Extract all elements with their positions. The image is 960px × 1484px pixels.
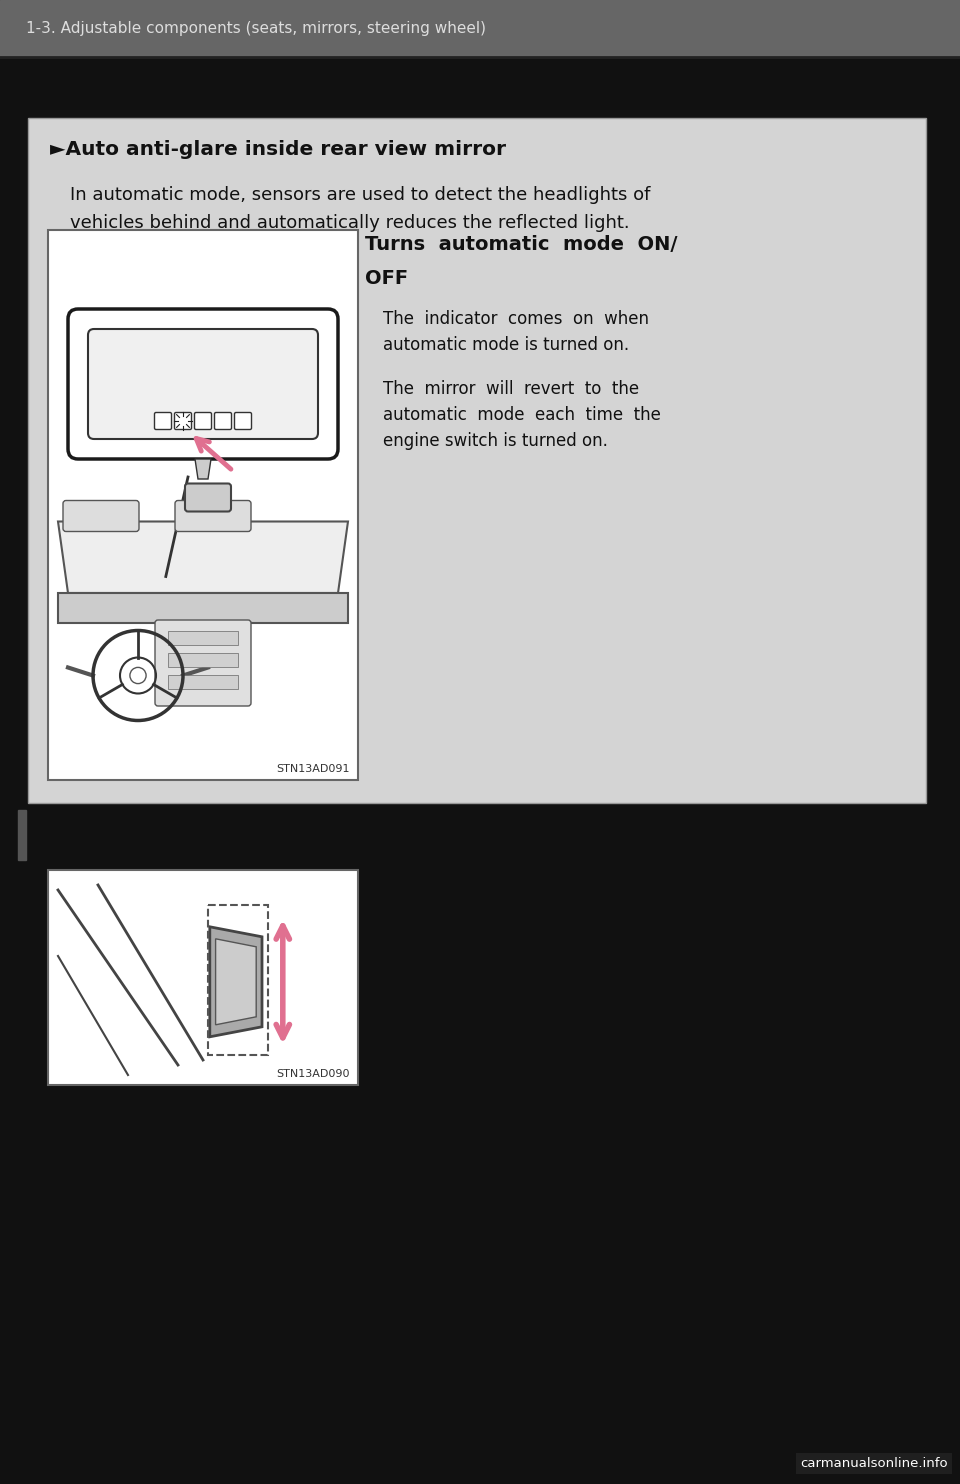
FancyBboxPatch shape xyxy=(214,413,231,429)
FancyBboxPatch shape xyxy=(195,413,211,429)
Text: ►Auto anti-glare inside rear view mirror: ►Auto anti-glare inside rear view mirror xyxy=(50,139,506,159)
Text: engine switch is turned on.: engine switch is turned on. xyxy=(383,432,608,450)
Text: The  indicator  comes  on  when: The indicator comes on when xyxy=(383,310,649,328)
Text: 1-3. Adjustable components (seats, mirrors, steering wheel): 1-3. Adjustable components (seats, mirro… xyxy=(26,21,486,36)
Text: The  mirror  will  revert  to  the: The mirror will revert to the xyxy=(383,380,639,398)
FancyBboxPatch shape xyxy=(68,309,338,459)
Bar xyxy=(0,0,960,56)
Bar xyxy=(58,594,348,623)
Polygon shape xyxy=(210,928,262,1037)
FancyBboxPatch shape xyxy=(88,329,318,439)
Text: carmanualsonline.info: carmanualsonline.info xyxy=(801,1457,948,1471)
FancyBboxPatch shape xyxy=(63,500,139,531)
Text: automatic mode is turned on.: automatic mode is turned on. xyxy=(383,335,629,355)
Bar xyxy=(48,230,358,781)
FancyBboxPatch shape xyxy=(175,413,191,429)
FancyBboxPatch shape xyxy=(155,620,251,706)
FancyBboxPatch shape xyxy=(185,484,231,512)
FancyBboxPatch shape xyxy=(234,413,252,429)
Text: In automatic mode, sensors are used to detect the headlights of: In automatic mode, sensors are used to d… xyxy=(70,186,650,203)
Polygon shape xyxy=(216,939,256,1025)
Bar xyxy=(28,119,926,803)
FancyBboxPatch shape xyxy=(175,500,251,531)
Text: Turns  automatic  mode  ON/: Turns automatic mode ON/ xyxy=(365,234,678,254)
FancyBboxPatch shape xyxy=(155,413,172,429)
Bar xyxy=(168,653,238,666)
Polygon shape xyxy=(58,521,348,594)
Text: STN13AD091: STN13AD091 xyxy=(276,764,350,775)
Text: vehicles behind and automatically reduces the reflected light.: vehicles behind and automatically reduce… xyxy=(70,214,630,232)
Bar xyxy=(48,870,358,1085)
Polygon shape xyxy=(195,459,211,479)
Text: OFF: OFF xyxy=(365,269,408,288)
Text: automatic  mode  each  time  the: automatic mode each time the xyxy=(383,407,660,424)
Text: STN13AD090: STN13AD090 xyxy=(276,1068,350,1079)
Bar xyxy=(18,810,26,861)
Bar xyxy=(168,675,238,689)
Bar xyxy=(168,631,238,646)
Bar xyxy=(207,905,268,1055)
